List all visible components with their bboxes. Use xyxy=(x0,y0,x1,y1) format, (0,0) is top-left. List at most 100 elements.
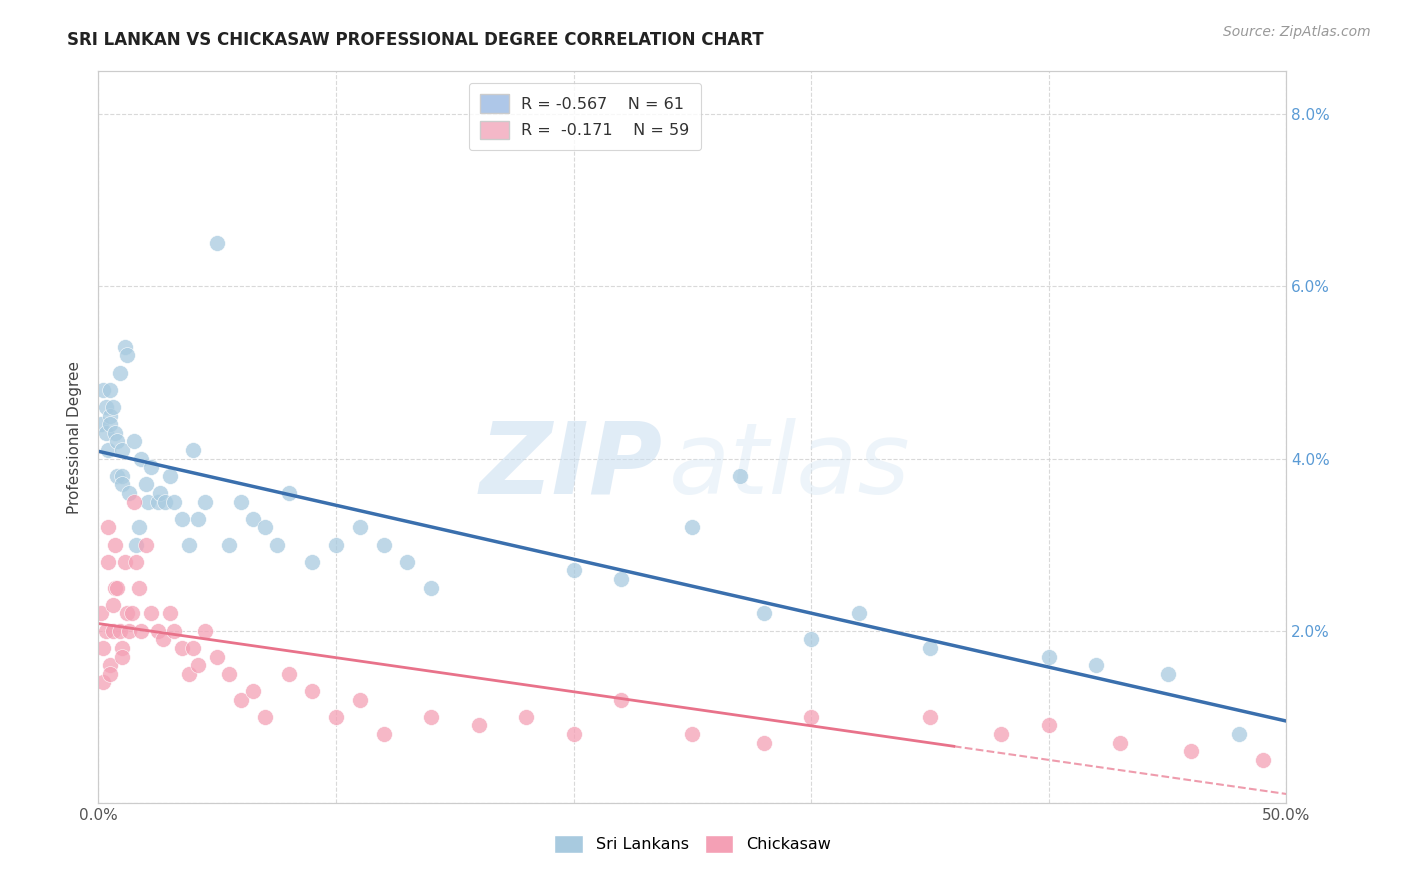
Point xyxy=(104,581,127,595)
Point xyxy=(128,581,150,595)
Point xyxy=(107,434,129,449)
Point xyxy=(373,538,395,552)
Point xyxy=(1227,727,1250,741)
Point xyxy=(562,564,585,578)
Point xyxy=(1180,744,1202,758)
Point xyxy=(111,640,134,655)
Point xyxy=(177,666,200,681)
Point xyxy=(152,632,174,647)
Point xyxy=(98,658,121,673)
Point xyxy=(115,607,138,621)
Point xyxy=(98,417,121,432)
Point xyxy=(229,692,252,706)
Point xyxy=(187,512,209,526)
Point xyxy=(800,710,823,724)
Point xyxy=(207,649,229,664)
Point xyxy=(98,666,121,681)
Point xyxy=(125,555,148,569)
Point xyxy=(349,520,371,534)
Point xyxy=(301,555,323,569)
Point xyxy=(277,666,299,681)
Point xyxy=(139,607,162,621)
Point xyxy=(682,520,704,534)
Point xyxy=(91,675,114,690)
Point xyxy=(107,581,129,595)
Point xyxy=(187,658,209,673)
Point xyxy=(128,520,150,534)
Point xyxy=(800,632,823,647)
Point xyxy=(108,624,131,638)
Point xyxy=(170,512,193,526)
Point xyxy=(1038,649,1060,664)
Point xyxy=(97,442,120,457)
Point xyxy=(177,538,200,552)
Point xyxy=(396,555,419,569)
Point xyxy=(207,236,229,251)
Point xyxy=(373,727,395,741)
Point xyxy=(218,666,240,681)
Point xyxy=(266,538,288,552)
Point xyxy=(325,710,347,724)
Point xyxy=(114,340,136,354)
Point xyxy=(98,383,121,397)
Point xyxy=(562,727,585,741)
Point xyxy=(242,512,264,526)
Point xyxy=(129,624,152,638)
Point xyxy=(118,486,141,500)
Point xyxy=(146,494,169,508)
Point xyxy=(277,486,299,500)
Point xyxy=(253,710,276,724)
Point xyxy=(135,538,157,552)
Point xyxy=(301,684,323,698)
Point xyxy=(1038,718,1060,732)
Point xyxy=(111,468,134,483)
Point xyxy=(990,727,1012,741)
Point xyxy=(610,572,633,586)
Point xyxy=(135,477,157,491)
Point xyxy=(1109,735,1132,749)
Point xyxy=(104,425,127,440)
Point xyxy=(91,640,114,655)
Point xyxy=(349,692,371,706)
Point xyxy=(125,538,148,552)
Point xyxy=(752,607,775,621)
Point xyxy=(682,727,704,741)
Point xyxy=(118,624,141,638)
Point xyxy=(115,348,138,362)
Text: ZIP: ZIP xyxy=(479,417,662,515)
Point xyxy=(146,624,169,638)
Point xyxy=(111,649,134,664)
Point xyxy=(111,477,134,491)
Text: SRI LANKAN VS CHICKASAW PROFESSIONAL DEGREE CORRELATION CHART: SRI LANKAN VS CHICKASAW PROFESSIONAL DEG… xyxy=(67,31,763,49)
Point xyxy=(920,640,942,655)
Point xyxy=(159,607,181,621)
Point xyxy=(136,494,159,508)
Point xyxy=(94,400,117,414)
Point xyxy=(610,692,633,706)
Point xyxy=(101,400,124,414)
Point xyxy=(107,468,129,483)
Text: atlas: atlas xyxy=(669,417,910,515)
Point xyxy=(94,624,117,638)
Point xyxy=(108,366,131,380)
Point xyxy=(218,538,240,552)
Point xyxy=(94,425,117,440)
Point xyxy=(920,710,942,724)
Point xyxy=(848,607,870,621)
Point xyxy=(170,640,193,655)
Point xyxy=(183,442,205,457)
Point xyxy=(1085,658,1108,673)
Point xyxy=(121,607,143,621)
Point xyxy=(253,520,276,534)
Legend: Sri Lankans, Chickasaw: Sri Lankans, Chickasaw xyxy=(543,823,842,864)
Point xyxy=(194,624,217,638)
Point xyxy=(90,607,112,621)
Point xyxy=(467,718,489,732)
Point xyxy=(139,460,162,475)
Point xyxy=(420,581,443,595)
Point xyxy=(122,494,145,508)
Point xyxy=(183,640,205,655)
Point xyxy=(229,494,252,508)
Point xyxy=(101,624,124,638)
Point xyxy=(129,451,152,466)
